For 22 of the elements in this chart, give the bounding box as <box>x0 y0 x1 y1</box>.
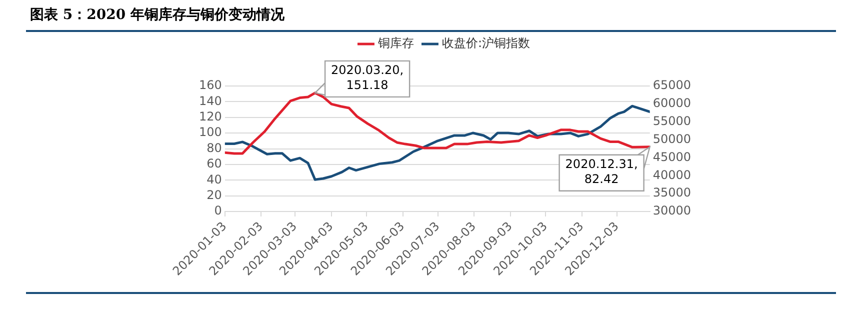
y-tick-label: 60 <box>206 156 222 171</box>
y-tick-label: 140 <box>199 94 222 108</box>
y-tick-label: 160 <box>199 78 222 92</box>
y-tick-label: 120 <box>199 110 222 124</box>
y-tick-label: 100 <box>199 125 222 140</box>
y2-tick-label: 45000 <box>652 150 692 164</box>
y2-tick-label: 50000 <box>652 132 692 146</box>
chart-title: 图表 5：2020 年铜库存与铜价变动情况 <box>30 6 284 24</box>
y-tick-label: 0 <box>214 204 222 218</box>
y2-tick-label: 40000 <box>652 168 692 182</box>
y-tick-label: 20 <box>206 188 222 202</box>
y2-tick-label: 55000 <box>652 114 692 128</box>
y2-tick-label: 60000 <box>652 96 692 110</box>
y-tick-label: 40 <box>206 172 222 186</box>
y-tick-label: 80 <box>206 140 222 155</box>
annotation: 2020.03.20, 151.18 <box>331 63 404 92</box>
annotation: 2020.12.31, 82.42 <box>565 156 638 186</box>
y2-tick-label: 35000 <box>652 186 692 200</box>
legend-label: 收盘价:沪铜指数 <box>442 36 530 50</box>
y2-tick-label: 30000 <box>652 204 692 218</box>
y2-tick-label: 65000 <box>652 78 692 92</box>
legend-label: 铜库存 <box>376 36 414 50</box>
